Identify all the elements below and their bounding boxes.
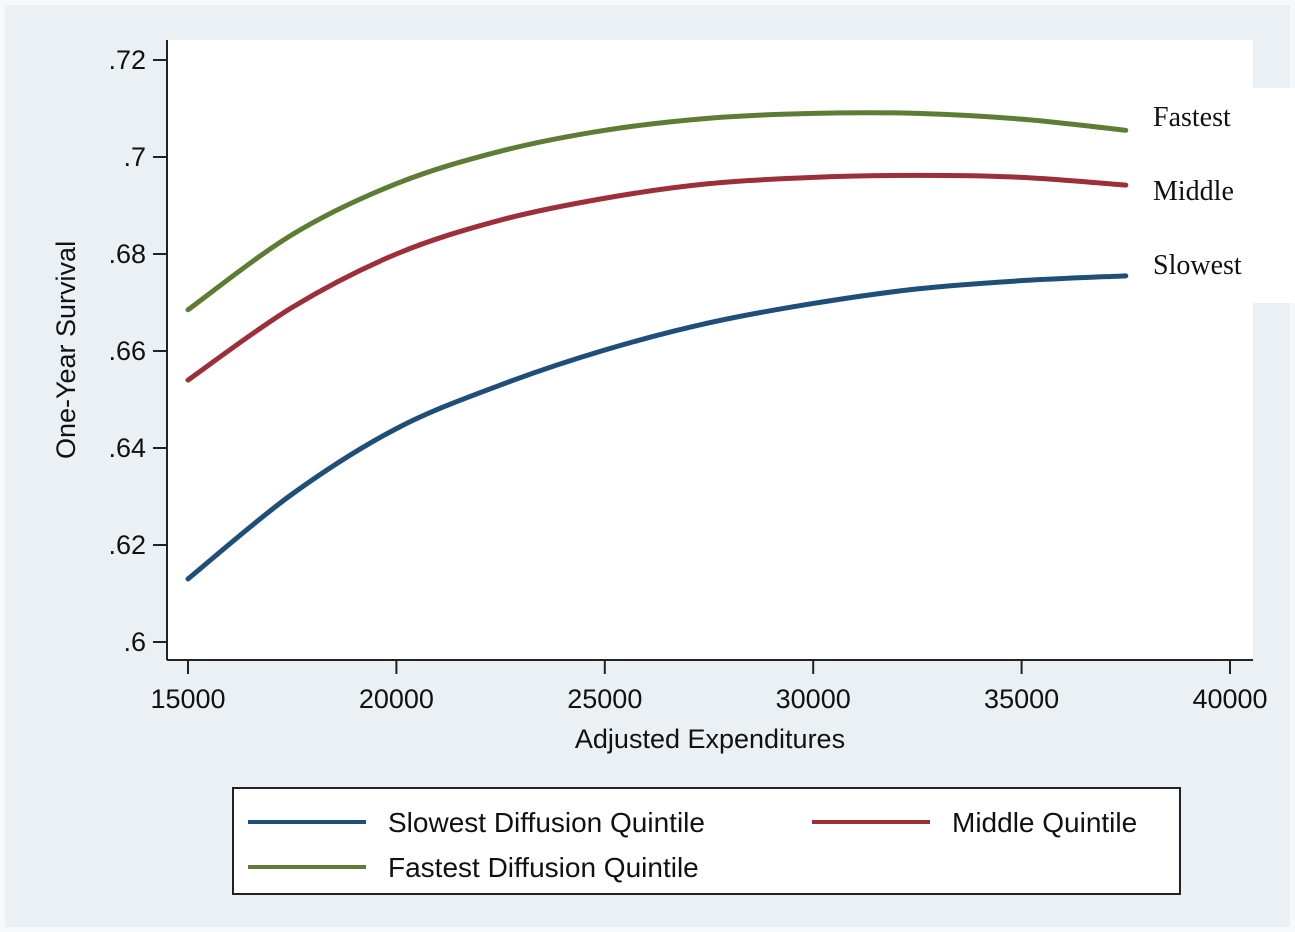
y-tick-label: .68	[108, 239, 146, 269]
x-tick-label: 20000	[359, 684, 434, 714]
legend-label: Middle Quintile	[952, 807, 1137, 838]
x-tick-label: 40000	[1192, 684, 1267, 714]
y-axis-title: One-Year Survival	[51, 241, 81, 459]
end-label: Slowest	[1153, 250, 1242, 281]
series-line	[185, 110, 1129, 313]
y-axis: .6 .62 .64 .66 .68 .7 .72	[108, 40, 168, 660]
legend: Slowest Diffusion Quintile Middle Quintil…	[232, 787, 1181, 895]
end-labels: Slowest Middle Fastest	[1153, 102, 1242, 281]
y-tick-label: .7	[123, 142, 146, 172]
legend-label: Slowest Diffusion Quintile	[388, 807, 705, 838]
y-tick-label: .72	[108, 45, 146, 75]
legend-box	[232, 787, 1181, 895]
y-tick-label: .64	[108, 433, 146, 463]
x-tick-label: 15000	[150, 684, 225, 714]
legend-items: Slowest Diffusion Quintile Middle Quintil…	[248, 807, 1137, 883]
series-line	[185, 273, 1129, 582]
series-lines	[185, 110, 1129, 582]
x-tick-label: 30000	[776, 684, 851, 714]
y-tick-label: .6	[123, 627, 146, 657]
end-label: Fastest	[1153, 102, 1231, 133]
x-tick-label: 25000	[567, 684, 642, 714]
legend-label: Fastest Diffusion Quintile	[388, 852, 699, 883]
x-tick-label: 35000	[984, 684, 1059, 714]
x-axis: 15000 20000 25000 30000 35000 40000	[150, 659, 1268, 714]
end-label-box	[1135, 88, 1295, 303]
end-label: Middle	[1153, 176, 1234, 207]
x-axis-title: Adjusted Expenditures	[575, 724, 845, 754]
series-line	[185, 172, 1129, 383]
plot-area	[167, 40, 1253, 660]
y-tick-label: .62	[108, 530, 146, 560]
y-tick-label: .66	[108, 336, 146, 366]
